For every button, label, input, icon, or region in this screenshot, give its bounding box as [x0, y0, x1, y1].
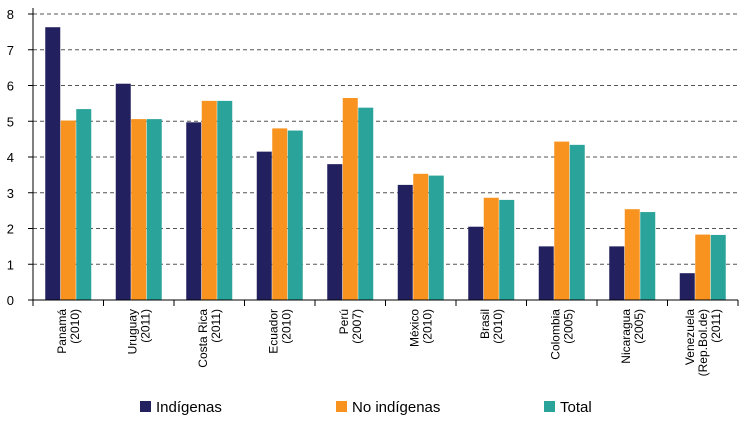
- x-tick-label-line: (Rep.Bol.de): [696, 309, 710, 376]
- x-tick-label-line: México: [407, 309, 421, 347]
- bar: [201, 100, 217, 300]
- y-tick-label: 8: [7, 7, 14, 22]
- bar: [569, 144, 585, 300]
- y-tick-label: 2: [7, 222, 14, 237]
- x-tick-label-line: (2010): [68, 309, 82, 344]
- bar: [554, 141, 570, 300]
- legend-swatch: [140, 401, 151, 412]
- bar: [428, 175, 444, 300]
- x-tick-label-line: (2005): [632, 309, 646, 344]
- bar: [256, 151, 272, 300]
- bar: [640, 212, 656, 300]
- bar: [146, 119, 162, 300]
- x-tick-label-line: (2010): [279, 309, 293, 344]
- bar: [679, 273, 695, 300]
- bar: [186, 122, 202, 300]
- bar: [115, 83, 131, 301]
- bar: [342, 98, 358, 300]
- x-tick-label: México (2010): [407, 309, 434, 347]
- x-tick-label-line: Nicaragua: [619, 309, 633, 364]
- bar: [499, 199, 515, 300]
- x-tick-label-line: Panamá: [55, 309, 69, 354]
- bar: [131, 119, 147, 300]
- legend-swatch: [544, 401, 555, 412]
- bar: [327, 164, 343, 300]
- legend-label: Indígenas: [156, 399, 222, 416]
- bar: [45, 27, 61, 300]
- x-tick-label-line: (2007): [350, 309, 364, 344]
- x-tick-label-line: Venezuela: [683, 309, 697, 365]
- legend-item: No indígenas: [336, 399, 440, 416]
- bar: [272, 128, 288, 300]
- legend-item: Total: [544, 399, 592, 416]
- x-tick-label-line: (2010): [420, 309, 434, 344]
- x-tick-label: Costa Rica (2011): [196, 309, 223, 368]
- x-tick-label-line: Colombia: [548, 309, 562, 360]
- x-tick-label-line: Perú: [337, 309, 351, 334]
- x-tick-label-line: Uruguay: [125, 309, 139, 354]
- y-tick-label: 6: [7, 79, 14, 94]
- y-tick-label: 4: [7, 150, 14, 165]
- x-tick-label-line: (2011): [209, 309, 223, 343]
- bar: [624, 209, 640, 300]
- bar: [287, 130, 303, 300]
- y-tick-label: 3: [7, 186, 14, 201]
- legend: Indígenas No indígenas Total: [140, 399, 592, 416]
- legend-label: No indígenas: [352, 399, 440, 416]
- bar: [217, 100, 233, 300]
- legend-label: Total: [560, 399, 592, 416]
- x-tick-label-line: (2011): [138, 309, 152, 343]
- x-tick-label-line: Costa Rica: [196, 309, 210, 368]
- bar: [60, 120, 76, 300]
- x-tick-label: Venezuela (Rep.Bol.de) (2011): [683, 309, 723, 377]
- bar: [358, 107, 374, 300]
- axes: [28, 8, 739, 306]
- bars: [45, 27, 726, 301]
- grid-lines: [33, 13, 738, 265]
- x-tick-label-line: (2011): [709, 309, 723, 343]
- x-tick-labels: Panamá (2010) Uruguay (2011) Costa Rica (2011…: [55, 309, 723, 377]
- bar: [710, 234, 726, 300]
- bar: [76, 109, 92, 300]
- legend-item: Indígenas: [140, 399, 222, 416]
- x-tick-label: Colombia (2005): [548, 309, 575, 360]
- bar: [413, 173, 429, 300]
- y-tick-label: 5: [7, 114, 14, 129]
- x-tick-label: Panamá (2010): [55, 309, 82, 354]
- x-tick-label: Nicaragua (2005): [619, 309, 646, 364]
- x-tick-label: Brasil (2010): [478, 309, 505, 344]
- x-tick-label-line: (2010): [491, 309, 505, 344]
- bar: [609, 246, 625, 300]
- bar: [695, 234, 711, 300]
- y-tick-labels: 0 1 2 3 4 5 6 7 8: [7, 7, 14, 308]
- bar: [397, 184, 413, 300]
- x-tick-label: Perú (2007): [337, 309, 364, 344]
- y-tick-label: 7: [7, 43, 14, 58]
- x-tick-label-line: Brasil: [478, 309, 492, 339]
- y-tick-label: 0: [7, 293, 14, 308]
- y-tick-label: 1: [7, 257, 14, 272]
- x-tick-label-line: Ecuador: [266, 309, 280, 354]
- bar: [538, 246, 554, 300]
- legend-swatch: [336, 401, 347, 412]
- x-tick-label: Uruguay (2011): [125, 309, 152, 354]
- bar: [483, 197, 499, 300]
- x-tick-label-line: (2005): [561, 309, 575, 344]
- bar: [468, 226, 484, 300]
- x-tick-label: Ecuador (2010): [266, 309, 293, 354]
